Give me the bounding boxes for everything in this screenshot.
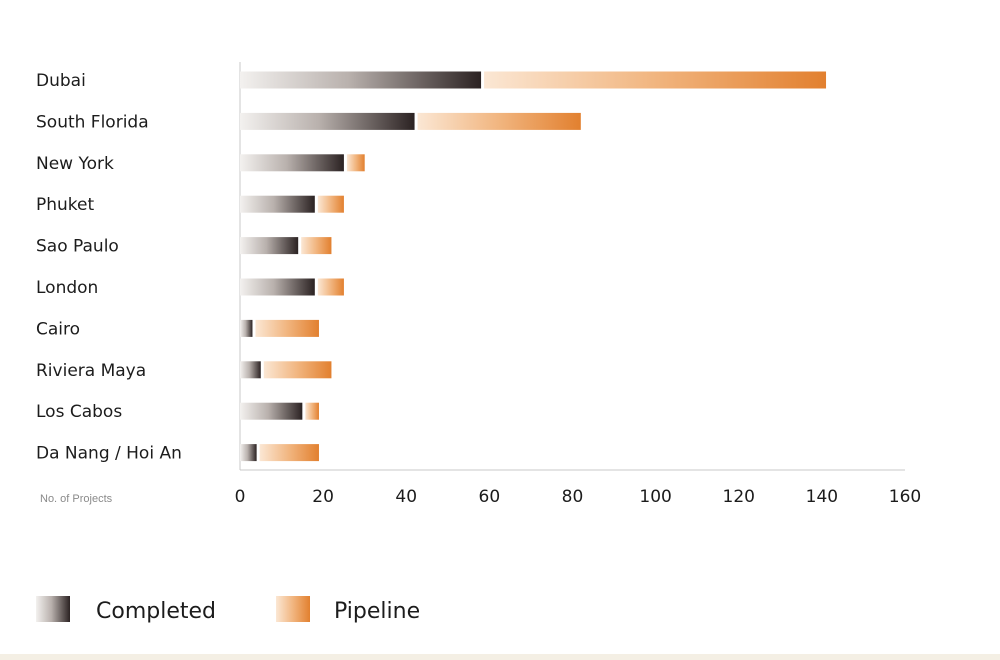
category-label-london: London — [36, 278, 98, 298]
bar-completed-riviera-maya — [240, 361, 261, 379]
bar-pipeline-riviera-maya — [263, 361, 332, 379]
category-label-da-nang-hoi-an: Da Nang / Hoi An — [36, 444, 182, 464]
bar-pipeline-sao-paulo — [301, 237, 332, 255]
category-label-phuket: Phuket — [36, 195, 94, 215]
category-label-south-florida: South Florida — [36, 112, 149, 132]
x-tick-labels: 0 20 40 60 80 100 120 140 160 — [235, 487, 922, 507]
bar-completed-new-york — [240, 154, 344, 172]
bars — [240, 71, 827, 462]
x-tick-label-80: 80 — [562, 487, 584, 507]
x-tick-label-60: 60 — [479, 487, 501, 507]
plot-area: Dubai South Florida New York Phuket Sao Paul… — [36, 62, 921, 507]
category-label-dubai: Dubai — [36, 71, 86, 91]
bar-completed-da-nang-hoi-an — [240, 444, 257, 462]
bar-completed-london — [240, 278, 315, 296]
legend-swatch-completed — [36, 596, 70, 622]
category-label-riviera-maya: Riviera Maya — [36, 361, 146, 381]
bar-completed-los-cabos — [240, 402, 303, 420]
legend-swatch-pipeline — [276, 596, 310, 622]
bar-completed-south-florida — [240, 112, 415, 130]
bar-pipeline-cairo — [255, 319, 319, 337]
bar-pipeline-new-york — [346, 154, 365, 172]
category-label-sao-paulo: Sao Paulo — [36, 237, 119, 257]
category-labels: Dubai South Florida New York Phuket Sao Paul… — [36, 71, 182, 464]
x-tick-label-20: 20 — [312, 487, 334, 507]
x-tick-label-120: 120 — [723, 487, 755, 507]
x-tick-label-160: 160 — [889, 487, 921, 507]
bar-completed-cairo — [240, 319, 253, 337]
category-label-los-cabos: Los Cabos — [36, 402, 122, 422]
bar-pipeline-dubai — [484, 71, 827, 89]
category-label-cairo: Cairo — [36, 319, 80, 339]
x-tick-label-0: 0 — [235, 487, 246, 507]
bar-pipeline-los-cabos — [305, 402, 319, 420]
bar-completed-phuket — [240, 195, 315, 213]
legend: Completed Pipeline — [36, 596, 420, 624]
bar-completed-dubai — [240, 71, 482, 89]
bar-pipeline-london — [317, 278, 344, 296]
bar-pipeline-south-florida — [417, 112, 581, 130]
legend-label-completed: Completed — [96, 599, 216, 624]
bar-pipeline-phuket — [317, 195, 344, 213]
bar-completed-sao-paulo — [240, 237, 299, 255]
bottom-rule — [0, 654, 1000, 660]
x-tick-label-40: 40 — [395, 487, 417, 507]
x-tick-label-100: 100 — [639, 487, 671, 507]
category-label-new-york: New York — [36, 154, 114, 174]
legend-label-pipeline: Pipeline — [334, 599, 420, 624]
bar-pipeline-da-nang-hoi-an — [259, 444, 319, 462]
x-tick-label-140: 140 — [806, 487, 838, 507]
x-axis-title: No. of Projects — [40, 493, 113, 505]
